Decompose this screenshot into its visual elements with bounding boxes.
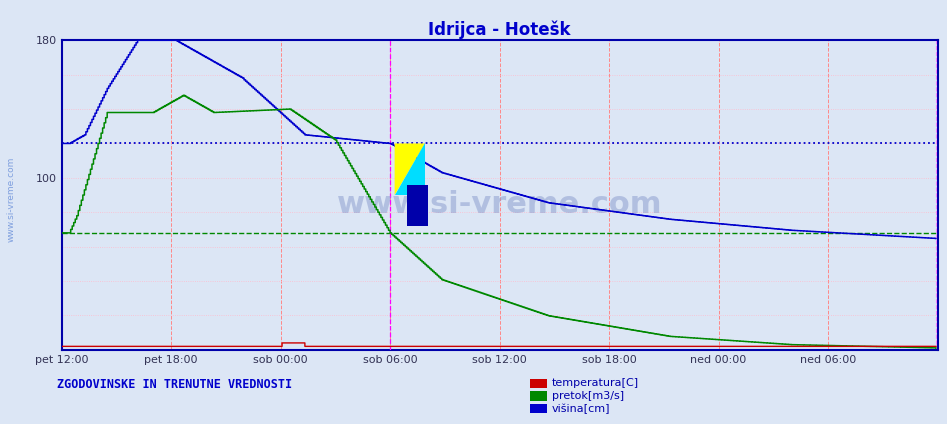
- Text: ZGODOVINSKE IN TRENUTNE VREDNOSTI: ZGODOVINSKE IN TRENUTNE VREDNOSTI: [57, 378, 292, 391]
- Title: Idrijca - Hotešk: Idrijca - Hotešk: [428, 20, 571, 39]
- Text: www.si-vreme.com: www.si-vreme.com: [337, 190, 662, 219]
- Polygon shape: [395, 143, 425, 195]
- Bar: [407, 185, 428, 226]
- Text: temperatura[C]: temperatura[C]: [552, 378, 639, 388]
- Polygon shape: [395, 143, 425, 195]
- Text: www.si-vreme.com: www.si-vreme.com: [7, 156, 16, 242]
- Text: pretok[m3/s]: pretok[m3/s]: [552, 391, 624, 401]
- Text: višina[cm]: višina[cm]: [552, 404, 611, 414]
